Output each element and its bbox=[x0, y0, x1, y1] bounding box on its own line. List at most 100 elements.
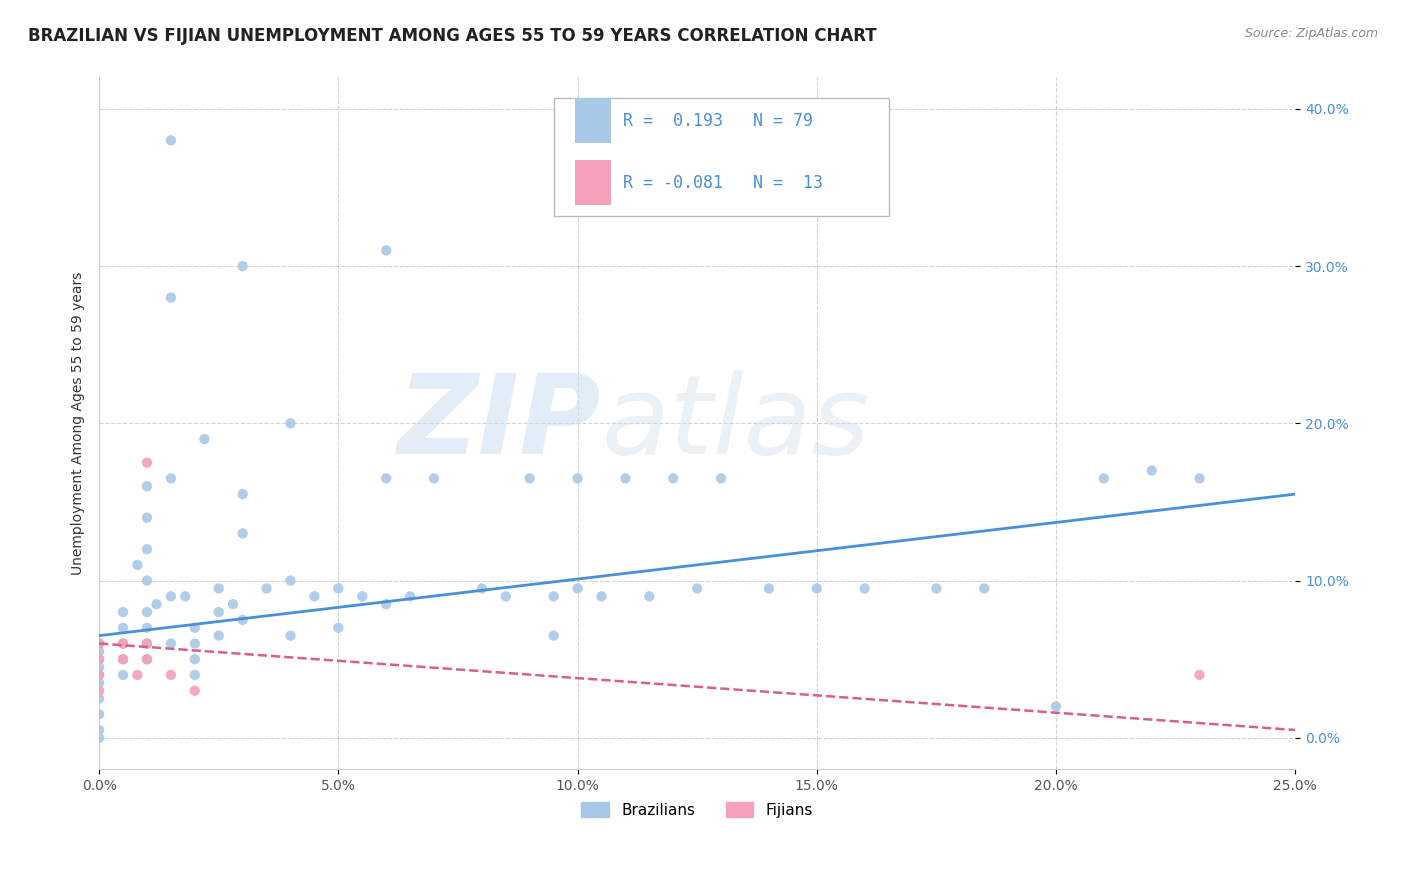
Point bbox=[280, 574, 302, 588]
Point bbox=[184, 621, 207, 635]
Point bbox=[136, 456, 159, 470]
Point bbox=[112, 636, 135, 650]
Point bbox=[160, 291, 183, 305]
Point bbox=[614, 471, 637, 485]
Text: Source: ZipAtlas.com: Source: ZipAtlas.com bbox=[1244, 27, 1378, 40]
Point bbox=[89, 731, 111, 745]
Point bbox=[127, 558, 149, 572]
Text: atlas: atlas bbox=[602, 370, 870, 477]
Point bbox=[112, 652, 135, 666]
Point bbox=[1092, 471, 1115, 485]
Point bbox=[222, 597, 245, 611]
Point bbox=[567, 582, 589, 596]
Point bbox=[160, 133, 183, 147]
Point bbox=[136, 636, 159, 650]
Point bbox=[89, 636, 111, 650]
Point bbox=[662, 471, 685, 485]
Point bbox=[112, 668, 135, 682]
Text: R = -0.081   N =  13: R = -0.081 N = 13 bbox=[623, 174, 823, 192]
Point bbox=[519, 471, 541, 485]
Point bbox=[89, 652, 111, 666]
Point bbox=[184, 652, 207, 666]
Point bbox=[973, 582, 995, 596]
Point bbox=[160, 590, 183, 604]
Point bbox=[710, 471, 733, 485]
Y-axis label: Unemployment Among Ages 55 to 59 years: Unemployment Among Ages 55 to 59 years bbox=[72, 272, 86, 575]
Point bbox=[136, 479, 159, 493]
Point bbox=[160, 636, 183, 650]
Point bbox=[232, 526, 254, 541]
Point bbox=[136, 510, 159, 524]
Point bbox=[471, 582, 494, 596]
Point bbox=[232, 487, 254, 501]
Point bbox=[1188, 471, 1211, 485]
Point bbox=[112, 652, 135, 666]
Point bbox=[853, 582, 876, 596]
Point bbox=[399, 590, 422, 604]
Point bbox=[495, 590, 517, 604]
Point bbox=[89, 652, 111, 666]
Point bbox=[423, 471, 446, 485]
Point bbox=[686, 582, 709, 596]
Text: ZIP: ZIP bbox=[398, 370, 602, 477]
Point bbox=[184, 636, 207, 650]
Point bbox=[280, 417, 302, 431]
Point bbox=[89, 707, 111, 722]
Point bbox=[232, 259, 254, 273]
Text: R =  0.193   N = 79: R = 0.193 N = 79 bbox=[623, 112, 813, 129]
Point bbox=[591, 590, 613, 604]
Point bbox=[184, 683, 207, 698]
Point bbox=[925, 582, 948, 596]
Point bbox=[375, 471, 398, 485]
Point bbox=[136, 621, 159, 635]
Point bbox=[112, 636, 135, 650]
Point bbox=[145, 597, 167, 611]
Point bbox=[256, 582, 278, 596]
Point bbox=[1140, 464, 1163, 478]
Point bbox=[1188, 668, 1211, 682]
Point bbox=[89, 636, 111, 650]
Point bbox=[112, 605, 135, 619]
Point bbox=[304, 590, 326, 604]
Point bbox=[89, 668, 111, 682]
Point bbox=[112, 621, 135, 635]
Point bbox=[208, 629, 231, 643]
Point bbox=[543, 590, 565, 604]
Point bbox=[806, 582, 828, 596]
Legend: Brazilians, Fijians: Brazilians, Fijians bbox=[575, 796, 818, 824]
Point bbox=[89, 723, 111, 737]
Point bbox=[193, 432, 215, 446]
Point bbox=[352, 590, 374, 604]
Point bbox=[543, 629, 565, 643]
Point bbox=[136, 574, 159, 588]
Point bbox=[638, 590, 661, 604]
Point bbox=[127, 668, 149, 682]
Point bbox=[375, 244, 398, 258]
Point bbox=[136, 652, 159, 666]
FancyBboxPatch shape bbox=[554, 98, 889, 216]
Point bbox=[567, 471, 589, 485]
Point bbox=[174, 590, 197, 604]
Point bbox=[160, 471, 183, 485]
Point bbox=[208, 605, 231, 619]
Bar bbox=[575, 161, 612, 205]
Point bbox=[89, 644, 111, 658]
Point bbox=[136, 542, 159, 557]
Point bbox=[89, 675, 111, 690]
Point bbox=[160, 668, 183, 682]
Point bbox=[136, 636, 159, 650]
Point bbox=[208, 582, 231, 596]
Point bbox=[375, 597, 398, 611]
Point bbox=[232, 613, 254, 627]
Point bbox=[328, 582, 350, 596]
Point bbox=[136, 652, 159, 666]
Point bbox=[136, 605, 159, 619]
Point bbox=[328, 621, 350, 635]
Point bbox=[280, 629, 302, 643]
Text: BRAZILIAN VS FIJIAN UNEMPLOYMENT AMONG AGES 55 TO 59 YEARS CORRELATION CHART: BRAZILIAN VS FIJIAN UNEMPLOYMENT AMONG A… bbox=[28, 27, 877, 45]
Point bbox=[89, 668, 111, 682]
Point bbox=[89, 683, 111, 698]
Point bbox=[89, 691, 111, 706]
Point bbox=[758, 582, 780, 596]
Point bbox=[89, 660, 111, 674]
